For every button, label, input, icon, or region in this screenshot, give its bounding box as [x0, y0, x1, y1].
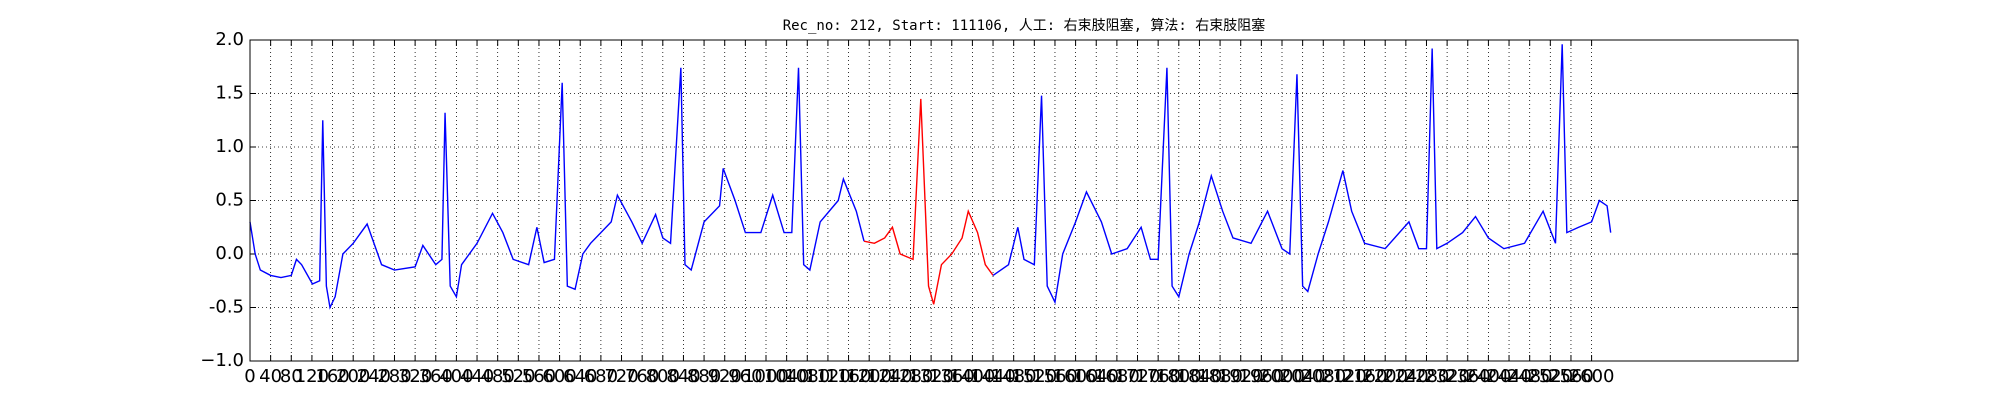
x-tick-label: 640 [563, 366, 597, 387]
y-tick-label: 1.0 [215, 136, 244, 157]
x-tick-label: 1200 [846, 366, 892, 387]
x-tick-label: 1760 [1135, 366, 1181, 387]
y-tick-label: −1.0 [200, 350, 244, 371]
x-tick-label: 2320 [1424, 366, 1470, 387]
x-tick-label: 0 [244, 366, 255, 387]
x-tick-label: 1560 [1032, 366, 1078, 387]
x-tick-label: 1520 [1011, 366, 1057, 387]
x-tick-label: 1440 [970, 366, 1016, 387]
x-tick-label: 2520 [1527, 366, 1573, 387]
plot-frame [249, 39, 1799, 362]
x-tick-label: 1600 [1053, 366, 1099, 387]
chart-title: Rec_no: 212, Start: 111106, 人工: 右束肢阻塞, 算… [783, 17, 1266, 34]
x-tick-label: 2280 [1404, 366, 1450, 387]
x-tick-label: 720 [604, 366, 638, 387]
x-tick-label: 480 [481, 366, 515, 387]
x-tick-label: 2360 [1445, 366, 1491, 387]
x-tick-label: 1680 [1094, 366, 1140, 387]
x-tick-label: 920 [708, 366, 742, 387]
x-tick-label: 200 [336, 366, 370, 387]
x-tick-label: 760 [625, 366, 659, 387]
x-tick-label: 680 [584, 366, 618, 387]
x-tick-label: 1400 [949, 366, 995, 387]
x-tick-label: 2600 [1569, 366, 1615, 387]
x-tick-label: 1880 [1197, 366, 1243, 387]
y-tick-label: 2.0 [215, 29, 244, 50]
x-tick-label: 400 [439, 366, 473, 387]
x-tick-label: 840 [666, 366, 700, 387]
x-tick-label: 1800 [1156, 366, 1202, 387]
x-tick-label: 2400 [1465, 366, 1511, 387]
x-tick-label: 360 [419, 366, 453, 387]
x-tick-label: 440 [460, 366, 494, 387]
x-tick-label: 120 [295, 366, 329, 387]
x-tick-label: 1640 [1073, 366, 1119, 387]
x-tick-label: 1280 [888, 366, 934, 387]
x-tick-label: 1160 [826, 366, 872, 387]
x-tick-label: 960 [728, 366, 762, 387]
x-tick-label: 160 [315, 366, 349, 387]
x-tick-label: 800 [646, 366, 680, 387]
x-tick-label: 560 [522, 366, 556, 387]
x-tick-label: 1960 [1238, 366, 1284, 387]
x-tick-label: 1120 [805, 366, 851, 387]
x-tick-label: 2120 [1321, 366, 1367, 387]
x-tick-label: 80 [280, 366, 303, 387]
x-tick-label: 1320 [908, 366, 954, 387]
x-tick-label: 1920 [1218, 366, 1264, 387]
y-tick-label: -0.5 [209, 297, 244, 318]
x-tick-label: 1080 [784, 366, 830, 387]
x-tick-label: 2000 [1259, 366, 1305, 387]
x-tick-label: 2080 [1300, 366, 1346, 387]
x-tick-label: 240 [357, 366, 391, 387]
x-tick-label: 2480 [1507, 366, 1553, 387]
x-tick-label: 2160 [1342, 366, 1388, 387]
x-tick-label: 1840 [1177, 366, 1223, 387]
x-tick-label: 1720 [1115, 366, 1161, 387]
x-tick-label: 1040 [764, 366, 810, 387]
x-tick-label: 2200 [1362, 366, 1408, 387]
x-tick-label: 520 [501, 366, 535, 387]
y-tick-label: 0.0 [215, 243, 244, 264]
x-tick-label: 1000 [743, 366, 789, 387]
x-tick-label: 2240 [1383, 366, 1429, 387]
x-tick-label: 2040 [1280, 366, 1326, 387]
x-tick-label: 2560 [1548, 366, 1594, 387]
x-tick-label: 40 [259, 366, 282, 387]
x-tick-label: 1480 [991, 366, 1037, 387]
x-tick-label: 600 [542, 366, 576, 387]
y-tick-label: 1.5 [215, 83, 244, 104]
signal-line [992, 44, 1612, 305]
signal-line [863, 98, 994, 305]
x-tick-label: 880 [687, 366, 721, 387]
x-tick-label: 2440 [1486, 366, 1532, 387]
x-tick-label: 320 [398, 366, 432, 387]
y-tick-label: 0.5 [215, 190, 244, 211]
x-tick-label: 1240 [867, 366, 913, 387]
x-tick-label: 1360 [929, 366, 975, 387]
signal-line [249, 67, 865, 310]
x-tick-label: 280 [377, 366, 411, 387]
